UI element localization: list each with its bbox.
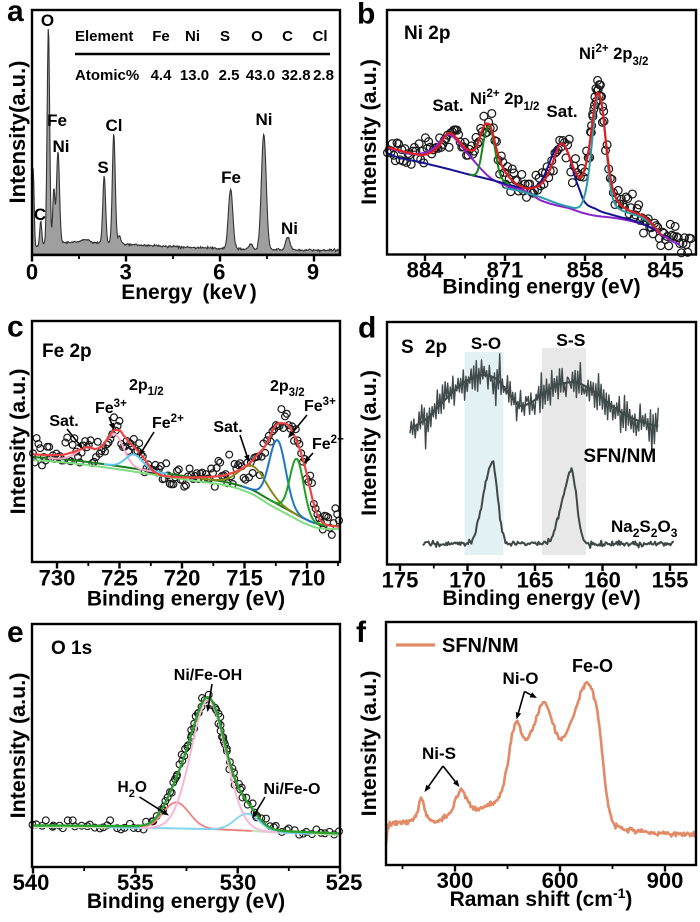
svg-text:S-O: S-O [471, 334, 501, 353]
svg-text:Raman shift (cm-1): Raman shift (cm-1) [450, 885, 633, 911]
svg-text:710: 710 [289, 566, 326, 591]
svg-text:2.8: 2.8 [313, 67, 334, 84]
svg-text:Ni: Ni [53, 137, 70, 156]
svg-text:Cl: Cl [313, 28, 328, 45]
svg-text:Sat.: Sat. [213, 419, 242, 436]
svg-text:Energy(keV): Energy (keV) [121, 281, 257, 304]
svg-text:Element: Element [75, 28, 133, 45]
svg-text:165: 165 [517, 568, 554, 593]
svg-text:Ni/Fe-O: Ni/Fe-O [264, 781, 321, 798]
svg-text:Intensity(a.u.): Intensity(a.u.) [5, 60, 30, 203]
svg-text:SFN/NM: SFN/NM [442, 635, 519, 657]
svg-text:530: 530 [220, 870, 257, 895]
svg-text:SFN/NM: SFN/NM [583, 446, 656, 467]
svg-text:C: C [34, 205, 46, 224]
svg-text:900: 900 [647, 868, 684, 893]
svg-text:Fe: Fe [152, 28, 170, 45]
svg-text:Atomic%: Atomic% [75, 67, 139, 84]
svg-text:Intensity (a.u.): Intensity (a.u.) [6, 673, 30, 819]
svg-text:525: 525 [326, 870, 363, 895]
svg-text:Ni: Ni [185, 28, 200, 45]
svg-text:S: S [220, 28, 230, 45]
svg-text:600: 600 [542, 868, 579, 893]
svg-text:O 1s: O 1s [51, 638, 92, 659]
svg-text:d: d [358, 312, 376, 345]
svg-text:Ni: Ni [281, 219, 298, 238]
svg-text:540: 540 [13, 870, 50, 895]
svg-text:O: O [41, 11, 54, 30]
svg-text:Intensity (a.u.): Intensity (a.u.) [6, 369, 30, 515]
svg-text:13.0: 13.0 [180, 67, 209, 84]
svg-text:845: 845 [647, 258, 684, 283]
svg-text:535: 535 [117, 870, 154, 895]
svg-text:Sat.: Sat. [546, 102, 577, 121]
svg-text:170: 170 [449, 568, 486, 593]
svg-text:Sat.: Sat. [49, 413, 78, 430]
svg-text:725: 725 [101, 566, 138, 591]
svg-text:e: e [7, 616, 24, 649]
svg-text:S 2p: S 2p [401, 337, 447, 358]
svg-text:2.5: 2.5 [219, 67, 240, 84]
svg-text:3: 3 [120, 260, 132, 285]
svg-text:S-S: S-S [556, 330, 585, 350]
svg-text:Na2S2O3: Na2S2O3 [611, 517, 678, 540]
svg-text:Binding energy (eV): Binding energy (eV) [442, 276, 640, 299]
svg-text:Ni 2p: Ni 2p [404, 23, 450, 44]
svg-text:858: 858 [567, 258, 604, 283]
svg-text:871: 871 [487, 258, 524, 283]
svg-text:175: 175 [382, 568, 419, 593]
svg-text:Fe: Fe [47, 111, 67, 130]
svg-text:Intensity (a.u.): Intensity (a.u.) [357, 671, 381, 817]
svg-text:H2O: H2O [118, 779, 147, 800]
svg-text:43.0: 43.0 [246, 67, 275, 84]
svg-text:Sat.: Sat. [432, 96, 463, 115]
svg-text:720: 720 [164, 566, 201, 591]
svg-text:9: 9 [307, 260, 319, 285]
svg-text:6: 6 [213, 260, 225, 285]
svg-text:160: 160 [584, 568, 621, 593]
svg-text:Ni-S: Ni-S [422, 744, 456, 763]
svg-text:300: 300 [437, 868, 474, 893]
svg-text:C: C [282, 28, 293, 45]
svg-text:Cl: Cl [106, 116, 123, 135]
svg-text:0: 0 [26, 260, 38, 285]
svg-text:4.4: 4.4 [151, 67, 173, 84]
svg-text:S: S [97, 158, 108, 177]
svg-text:f: f [356, 616, 367, 649]
svg-text:Ni: Ni [256, 110, 273, 129]
svg-text:b: b [357, 0, 375, 31]
svg-text:715: 715 [226, 566, 263, 591]
svg-text:32.8: 32.8 [281, 67, 310, 84]
svg-text:Fe-O: Fe-O [572, 656, 613, 676]
svg-text:Intensity (a.u.): Intensity (a.u.) [357, 59, 381, 205]
svg-text:Fe: Fe [221, 168, 241, 187]
svg-text:884: 884 [407, 258, 444, 283]
svg-text:Ni-O: Ni-O [503, 669, 539, 688]
svg-text:Binding energy (eV): Binding energy (eV) [87, 588, 285, 611]
svg-text:Intensity (a.u.): Intensity (a.u.) [357, 370, 381, 516]
svg-text:a: a [7, 0, 24, 28]
svg-text:730: 730 [39, 566, 76, 591]
svg-text:Binding energy (eV): Binding energy (eV) [442, 587, 640, 610]
svg-text:O: O [251, 28, 263, 45]
svg-text:Binding energy (eV): Binding energy (eV) [87, 890, 285, 913]
svg-text:155: 155 [652, 568, 689, 593]
svg-text:Fe 2p: Fe 2p [42, 341, 92, 362]
svg-text:Ni/Fe-OH: Ni/Fe-OH [174, 667, 242, 684]
svg-text:c: c [7, 311, 24, 344]
